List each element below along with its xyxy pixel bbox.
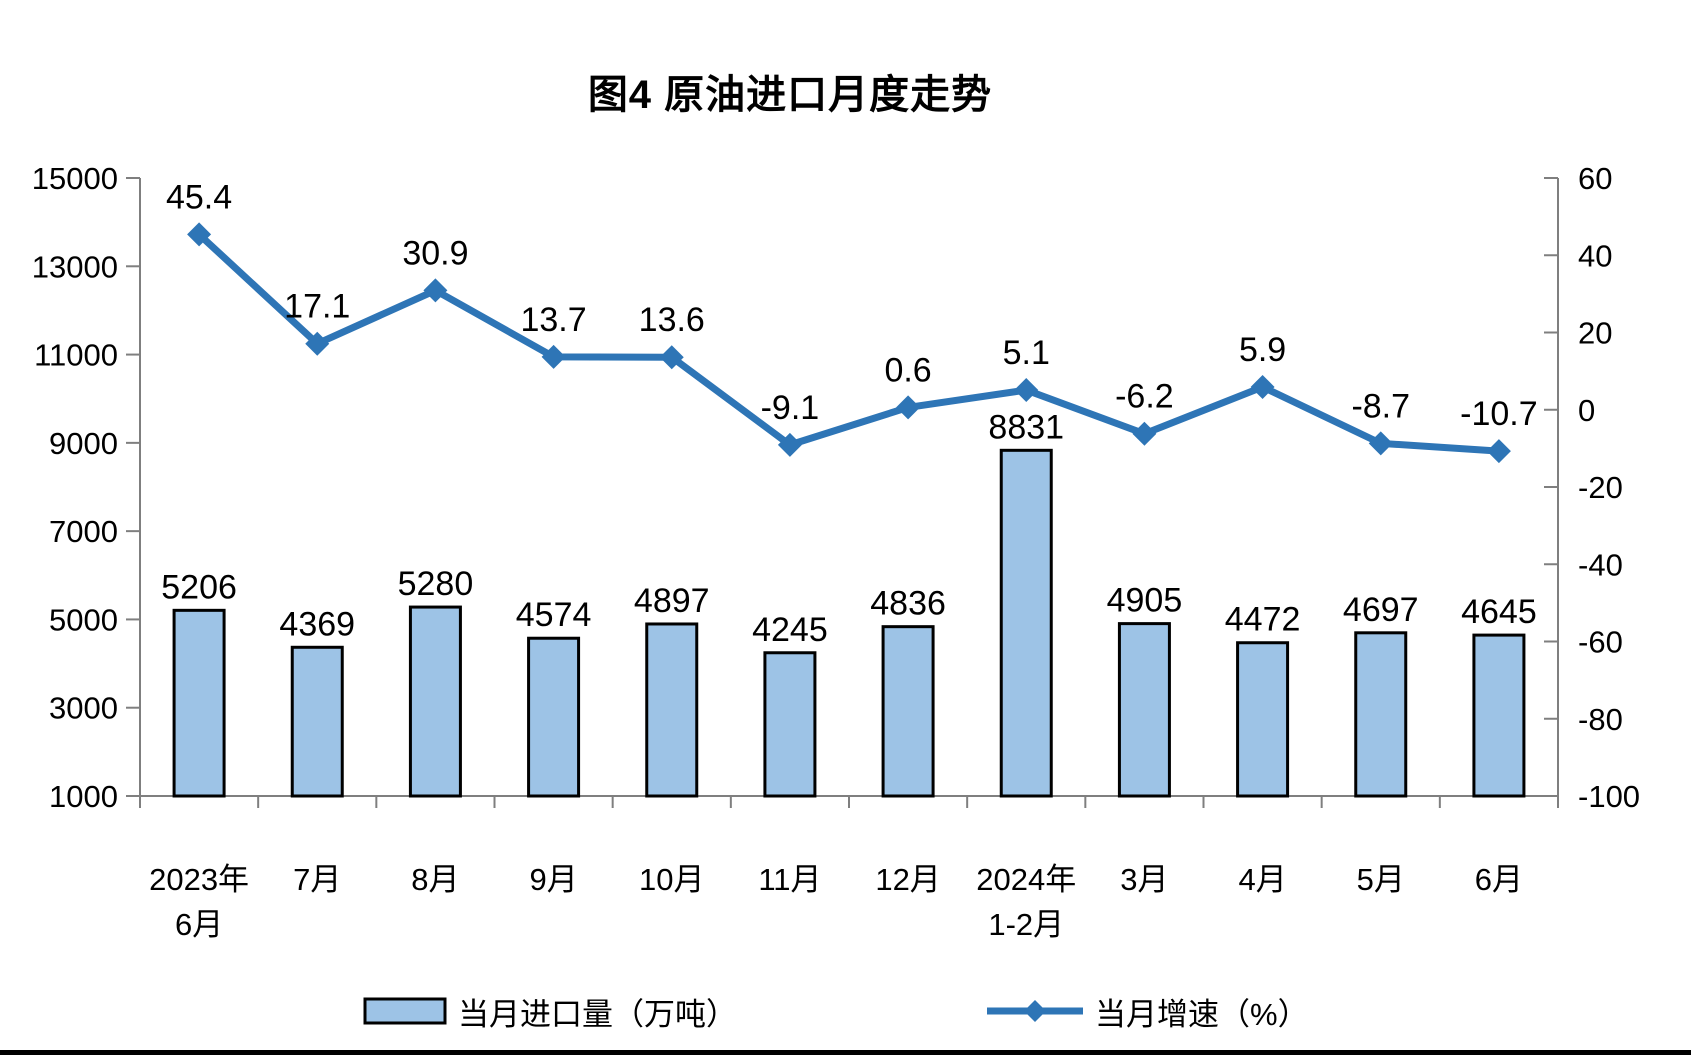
line-value-label: -9.1 <box>761 389 820 427</box>
right-axis-tick-label: -40 <box>1578 547 1623 582</box>
line-value-label: 30.9 <box>402 234 468 272</box>
line-marker <box>187 222 212 247</box>
bar <box>172 608 226 798</box>
bar-value-label: 4897 <box>634 582 710 620</box>
growth-line <box>195 230 1503 455</box>
chart-title: 图4 原油进口月度走势 <box>587 73 993 117</box>
line-marker <box>896 395 921 420</box>
line-legend-swatch <box>987 1000 1083 1022</box>
bar-legend-label: 当月进口量（万吨） <box>458 996 737 1032</box>
bar-value-label: 4369 <box>279 605 355 643</box>
left-axis-tick-label: 5000 <box>49 602 118 637</box>
left-axis-tick-label: 7000 <box>49 514 118 549</box>
x-axis-category-label: 2023年 <box>149 862 249 897</box>
line-marker <box>659 345 684 370</box>
line-value-label: 5.1 <box>1003 334 1050 372</box>
right-axis-tick-label: -20 <box>1578 470 1623 505</box>
bar <box>408 605 462 798</box>
bar <box>290 645 344 798</box>
x-axis-category-label: 6月 <box>1475 862 1523 897</box>
line-marker <box>1368 431 1393 456</box>
bar <box>1354 631 1408 798</box>
legend-item-line: 当月增速（%） <box>985 988 1309 1034</box>
bar-value-label: 4645 <box>1461 593 1537 631</box>
line-value-label: 45.4 <box>166 178 232 216</box>
x-axis-category-label: 1-2月 <box>988 907 1064 942</box>
bar-legend-swatch <box>363 997 447 1025</box>
bar <box>1117 622 1171 798</box>
bar-value-label: 4574 <box>516 596 592 634</box>
bar-value-label: 5280 <box>398 565 474 603</box>
line-marker <box>305 331 330 356</box>
right-axis-tick-label: -60 <box>1578 625 1623 660</box>
bottom-divider <box>0 1050 1691 1055</box>
line-value-label: -6.2 <box>1115 378 1174 416</box>
line-value-label: 0.6 <box>884 351 931 389</box>
line-value-label: -8.7 <box>1351 387 1410 425</box>
bar <box>527 636 581 798</box>
line-legend-label: 当月增速（%） <box>1095 996 1309 1032</box>
diamond-marker-icon <box>1024 1000 1046 1022</box>
x-axis-category-label: 7月 <box>293 862 341 897</box>
right-axis-tick-label: -100 <box>1578 779 1640 814</box>
bar <box>1236 641 1290 798</box>
bar-value-label: 8831 <box>988 408 1064 446</box>
x-axis-category-label: 4月 <box>1238 862 1286 897</box>
x-axis-category-label: 2024年 <box>976 862 1076 897</box>
bar-value-label: 4697 <box>1343 591 1419 629</box>
right-axis-tick-label: 60 <box>1578 161 1612 196</box>
left-axis-tick-label: 9000 <box>49 426 118 461</box>
right-axis-tick-label: -80 <box>1578 702 1623 737</box>
bar-value-label: 4836 <box>870 585 946 623</box>
line-marker <box>1486 439 1511 464</box>
bar <box>645 622 699 798</box>
bar <box>763 651 817 798</box>
x-axis-category-label: 6月 <box>175 907 223 942</box>
line-marker <box>423 278 448 303</box>
bar <box>881 625 935 798</box>
line-value-label: 13.7 <box>520 301 586 339</box>
x-axis-category-label: 11月 <box>758 862 821 897</box>
bar-swatch-icon <box>363 997 447 1025</box>
right-axis-tick-label: 40 <box>1578 238 1612 273</box>
line-value-label: 5.9 <box>1239 331 1286 369</box>
line-value-label: 17.1 <box>284 288 350 326</box>
line-marker <box>1250 374 1275 399</box>
x-axis-category-label: 3月 <box>1120 862 1168 897</box>
left-axis-tick-label: 15000 <box>32 161 118 196</box>
x-axis-category-label: 12月 <box>875 862 940 897</box>
bar-value-label: 4472 <box>1225 601 1301 639</box>
bar <box>1472 633 1526 798</box>
line-value-label: -10.7 <box>1460 395 1538 433</box>
line-marker <box>1014 378 1039 403</box>
bar-value-label: 4245 <box>752 611 828 649</box>
right-axis-tick-label: 0 <box>1578 393 1595 428</box>
line-marker <box>777 432 802 457</box>
legend-item-bars: 当月进口量（万吨） <box>362 988 737 1034</box>
right-axis-tick-label: 20 <box>1578 316 1612 351</box>
line-value-label: 13.6 <box>639 301 705 339</box>
left-axis-tick-label: 3000 <box>49 691 118 726</box>
x-axis-category-label: 5月 <box>1357 862 1405 897</box>
x-axis-category-label: 8月 <box>411 862 459 897</box>
bar-value-label: 5206 <box>161 568 237 606</box>
left-axis-tick-label: 13000 <box>32 249 118 284</box>
line-marker <box>1132 421 1157 446</box>
line-marker <box>541 344 566 369</box>
left-axis-tick-label: 1000 <box>49 779 118 814</box>
bar <box>999 448 1053 798</box>
x-axis-category-label: 10月 <box>639 862 704 897</box>
bar-value-label: 4905 <box>1107 582 1183 620</box>
left-axis-tick-label: 11000 <box>34 338 118 373</box>
x-axis-category-label: 9月 <box>529 862 577 897</box>
